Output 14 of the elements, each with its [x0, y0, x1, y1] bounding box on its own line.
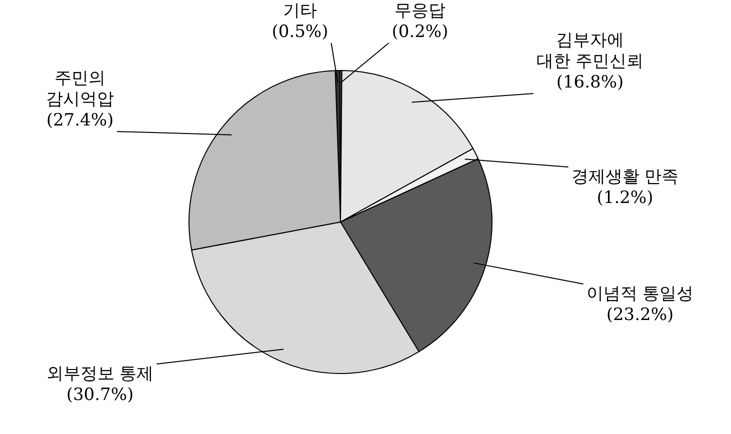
data-label: (1.2%) — [596, 188, 654, 208]
slice-label: 주민의 감시억압 — [46, 68, 114, 110]
slice-label: 기타 — [283, 0, 317, 21]
data-label: (23.2%) — [606, 304, 674, 325]
data-label: (27.4%) — [46, 110, 114, 130]
data-label: (16.8%) — [556, 72, 624, 92]
slice-label: 무응답 — [394, 0, 446, 21]
slice-label: 외부정보 통제 — [46, 364, 154, 384]
data-label: (30.7%) — [66, 384, 134, 405]
slice-label: 김부자에 대한 주민신뢰 — [536, 30, 644, 72]
data-label: (0.2%) — [392, 22, 448, 42]
data-label: (0.5%) — [272, 22, 328, 42]
slice-label: 경제생활 만족 — [571, 166, 679, 187]
slice-label: 이념적 통일성 — [586, 284, 694, 304]
